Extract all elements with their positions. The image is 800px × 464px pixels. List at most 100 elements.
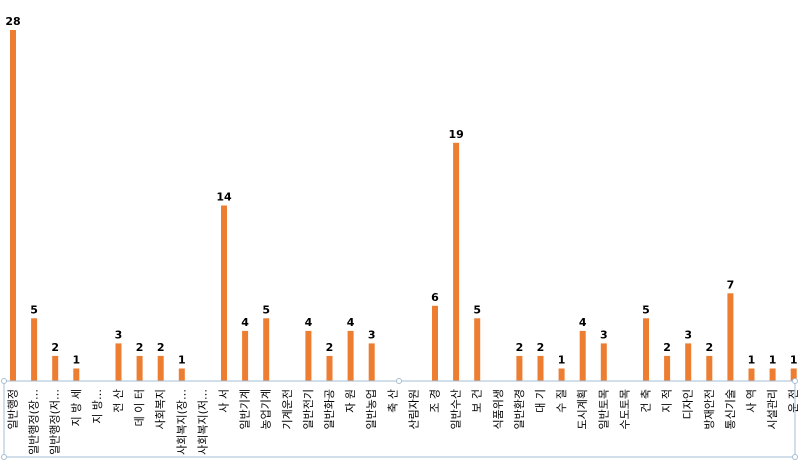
data-label: 2 (51, 341, 59, 354)
data-label: 1 (748, 354, 756, 367)
category-label: 수 질 (555, 389, 568, 413)
bar (580, 331, 586, 381)
data-label: 3 (684, 328, 692, 341)
data-label: 2 (663, 341, 671, 354)
bar (73, 369, 79, 382)
resize-handle[interactable] (793, 455, 798, 460)
data-label: 3 (115, 328, 123, 341)
data-label: 14 (216, 191, 232, 204)
category-label: 전 산 (112, 389, 125, 413)
bar (664, 356, 670, 381)
bar (158, 356, 164, 381)
bar (305, 331, 311, 381)
data-label: 1 (178, 354, 186, 367)
category-label: 일반행정 (6, 389, 20, 429)
bar (516, 356, 522, 381)
data-label: 4 (305, 316, 313, 329)
category-label: 시설관리 (766, 389, 779, 429)
bar (179, 369, 185, 382)
bars-layer (10, 30, 797, 381)
category-label: 일반토목 (596, 389, 610, 429)
data-label: 2 (136, 341, 144, 354)
bar (453, 143, 459, 381)
category-label: 자 원 (344, 389, 357, 413)
bar (263, 318, 269, 381)
bar (369, 343, 375, 381)
bar (10, 30, 16, 381)
data-label: 5 (473, 303, 481, 316)
data-label: 4 (579, 316, 587, 329)
bar (31, 318, 37, 381)
resize-handle[interactable] (2, 455, 7, 460)
category-label: 지 방 세 (70, 389, 83, 426)
category-label: 대 기 (534, 389, 547, 413)
category-label: 일반기계 (238, 389, 252, 429)
category-label: 건 축 (640, 389, 653, 413)
bar (221, 206, 227, 382)
category-label: 사회복지(저… (196, 389, 209, 455)
bar (348, 331, 354, 381)
bar (327, 356, 333, 381)
data-label: 5 (262, 303, 270, 316)
bar (116, 343, 122, 381)
category-label: 지 적 (661, 389, 674, 413)
category-label: 축 산 (386, 389, 399, 413)
category-label: 조 경 (429, 389, 442, 413)
data-label: 2 (537, 341, 545, 354)
data-label: 3 (600, 328, 608, 341)
data-label: 2 (705, 341, 713, 354)
category-label: 통신기술 (724, 389, 737, 429)
resize-handle[interactable] (793, 379, 798, 384)
bar (749, 369, 755, 382)
category-label: 디자인 (682, 389, 695, 419)
category-label: 도시계획 (576, 389, 589, 429)
bar (727, 293, 733, 381)
data-label: 1 (72, 354, 80, 367)
category-label: 산림자원 (407, 389, 420, 429)
category-label: 일반농업 (364, 389, 378, 429)
data-label: 1 (790, 354, 798, 367)
data-label: 2 (516, 341, 524, 354)
bar (770, 369, 776, 382)
data-label: 28 (5, 15, 20, 28)
data-label: 6 (431, 291, 439, 304)
bar (52, 356, 58, 381)
bar (601, 343, 607, 381)
category-label: 사회복지 (154, 389, 167, 429)
bar (474, 318, 480, 381)
data-label: 4 (347, 316, 355, 329)
resize-handle[interactable] (2, 379, 7, 384)
category-label: 일반행정(저… (48, 389, 62, 455)
resize-handle[interactable] (397, 379, 402, 384)
data-label: 2 (326, 341, 334, 354)
data-label: 3 (368, 328, 376, 341)
category-label: 사 서 (218, 389, 231, 413)
bar (137, 356, 143, 381)
category-label: 수도토목 (618, 389, 631, 429)
data-label: 5 (642, 303, 650, 316)
data-label: 2 (157, 341, 165, 354)
data-label: 1 (558, 354, 566, 367)
bar (242, 331, 248, 381)
category-label: 보 건 (471, 389, 484, 413)
category-label: 기계운전 (281, 389, 294, 429)
category-label: 식품위생 (492, 389, 505, 429)
category-label: 일반수산 (449, 389, 463, 429)
data-label: 19 (448, 128, 463, 141)
bar (643, 318, 649, 381)
category-label: 데 이 터 (133, 389, 146, 426)
data-label: 7 (727, 278, 735, 291)
category-label: 운 전 (787, 389, 800, 413)
bar (538, 356, 544, 381)
category-label: 사회복지(장… (175, 389, 188, 455)
category-label: 일반환경 (512, 389, 526, 429)
data-label: 1 (769, 354, 777, 367)
data-label: 4 (241, 316, 249, 329)
bar (559, 369, 565, 382)
category-label: 일반행정(장… (27, 389, 41, 455)
bar (706, 356, 712, 381)
